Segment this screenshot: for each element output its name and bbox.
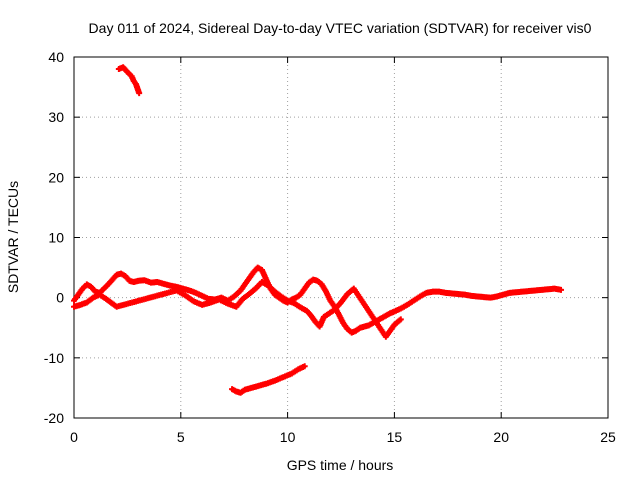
- x-tick-label: 10: [280, 429, 296, 445]
- y-tick-label: 0: [56, 290, 64, 306]
- x-tick-label: 25: [600, 429, 616, 445]
- x-tick-label: 5: [177, 429, 185, 445]
- data-point: [301, 363, 308, 370]
- y-tick-label: 10: [48, 230, 64, 246]
- x-tick-label: 0: [70, 429, 78, 445]
- y-tick-label: 40: [48, 49, 64, 65]
- y-tick-label: 20: [48, 169, 64, 185]
- tick-labels: 0 5 10 15 20 25 -20 -10 0 10 20 30 40: [44, 49, 616, 445]
- data-series: [71, 264, 565, 336]
- data-series: [229, 363, 308, 396]
- x-tick-label: 20: [493, 429, 509, 445]
- data-point: [397, 316, 404, 323]
- data-series: [71, 279, 404, 340]
- y-tick-label: -20: [44, 410, 64, 426]
- y-axis-label: SDTVAR / TECUs: [5, 181, 21, 293]
- y-tick-label: 30: [48, 109, 64, 125]
- data-point: [558, 286, 565, 293]
- tick-marks: [73, 56, 609, 419]
- data-points: [71, 64, 565, 396]
- y-tick-label: -10: [44, 350, 64, 366]
- data-point: [136, 90, 143, 97]
- gridlines: [74, 57, 608, 418]
- x-axis-label: GPS time / hours: [287, 457, 394, 473]
- x-tick-label: 15: [387, 429, 403, 445]
- data-series: [115, 64, 143, 97]
- chart-title: Day 011 of 2024, Sidereal Day-to-day VTE…: [89, 20, 592, 36]
